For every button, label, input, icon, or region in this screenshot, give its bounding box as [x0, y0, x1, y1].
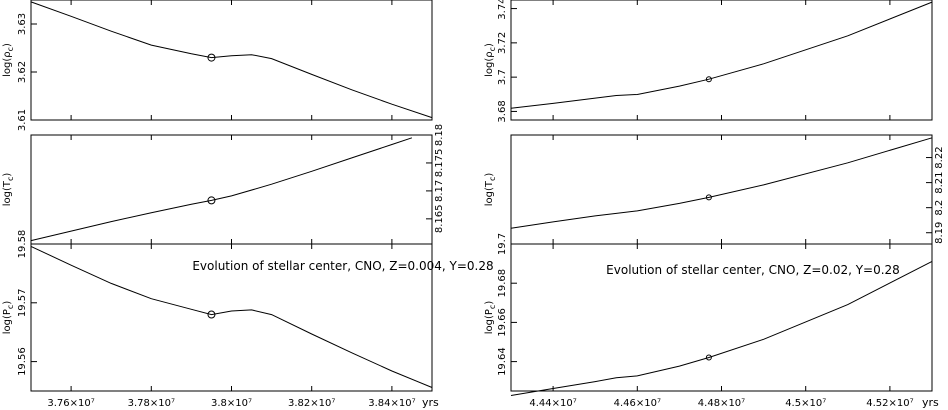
y-tick-label: 8.175: [434, 149, 445, 178]
chart-z002: Evolution of stellar center, CNO, Z=0.02…: [484, 0, 945, 409]
y-tick-label: 19.7: [497, 233, 508, 255]
chart-z0004: Evolution of stellar center, CNO, Z=0.00…: [2, 0, 494, 409]
marker-point: [207, 53, 216, 62]
x-tick-label: 4.44×10⁷: [529, 398, 576, 409]
y-tick-label: 8.21: [934, 171, 945, 193]
y-tick-label: 3.68: [497, 100, 508, 122]
y-tick-label: 8.19: [934, 222, 945, 244]
panel-frame: [510, 134, 933, 245]
marker-point: [705, 354, 712, 361]
series-line: [510, 137, 933, 229]
panel-frame: [30, 0, 433, 121]
y-axis-label: log(Pc): [484, 301, 497, 335]
marker-point: [705, 194, 712, 201]
y-axis-label: log(Pc): [2, 301, 15, 335]
marker-point: [207, 196, 216, 205]
y-tick-label: 8.165: [434, 205, 445, 234]
x-tick-label: 3.84×10⁷: [368, 398, 415, 409]
y-tick-label: 19.68: [497, 269, 508, 298]
y-axis-label: log(ρc): [2, 43, 15, 77]
y-tick-label: 19.66: [497, 308, 508, 337]
y-tick-label: 3.72: [497, 32, 508, 54]
y-tick-label: 3.74: [497, 0, 508, 20]
marker-point: [705, 76, 712, 83]
chart-title: Evolution of stellar center, CNO, Z=0.00…: [192, 259, 493, 273]
series-line: [30, 245, 433, 388]
x-tick-label: 3.82×10⁷: [288, 398, 335, 409]
chart-title: Evolution of stellar center, CNO, Z=0.02…: [606, 263, 900, 277]
y-tick-label: 19.57: [17, 288, 28, 317]
x-axis-label: yrs: [922, 396, 939, 409]
series-line: [30, 1, 433, 119]
panel-frame: [510, 0, 933, 121]
x-tick-label: 4.5×10⁷: [785, 398, 826, 409]
y-tick-label: 19.58: [17, 230, 28, 259]
x-tick-label: 4.48×10⁷: [698, 398, 745, 409]
y-tick-label: 19.64: [497, 347, 508, 376]
y-axis-label: log(Tc): [484, 173, 497, 207]
y-tick-label: 8.2: [934, 200, 945, 216]
x-axis-label: yrs: [422, 396, 439, 409]
panel-0: 3.68 3.7 3.72 3.74 log(ρc): [484, 0, 933, 123]
y-tick-label: 8.22: [934, 146, 945, 168]
y-tick-label: 8.18: [434, 124, 445, 146]
panel-2: 19.56 19.57 19.58 log(Pc): [2, 230, 433, 392]
y-tick-label: 3.7: [497, 69, 508, 85]
y-tick-label: 3.63: [17, 13, 28, 35]
series-line: [510, 1, 933, 109]
y-tick-label: 19.56: [17, 347, 28, 376]
x-tick-label: 3.8×10⁷: [211, 398, 252, 409]
y-axis-label: log(Tc): [2, 173, 15, 207]
y-axis-label: log(ρc): [484, 43, 497, 77]
x-tick-label: 3.78×10⁷: [128, 398, 175, 409]
panel-1: 8.19 8.2 8.21 8.22 log(Tc): [484, 134, 945, 245]
x-tick-label: 4.52×10⁷: [866, 398, 913, 409]
y-tick-label: 8.17: [434, 180, 445, 202]
series-line: [510, 260, 933, 396]
panel-2: 19.64 19.66 19.68 19.7 log(Pc): [484, 233, 933, 396]
y-tick-label: 3.62: [17, 61, 28, 83]
series-line: [30, 137, 413, 242]
x-tick-label: 3.76×10⁷: [47, 398, 94, 409]
marker-point: [207, 310, 216, 319]
y-tick-label: 3.61: [17, 109, 28, 131]
panel-1: 8.165 8.17 8.175 8.18 log(Tc): [2, 124, 445, 245]
x-tick-label: 4.46×10⁷: [614, 398, 661, 409]
